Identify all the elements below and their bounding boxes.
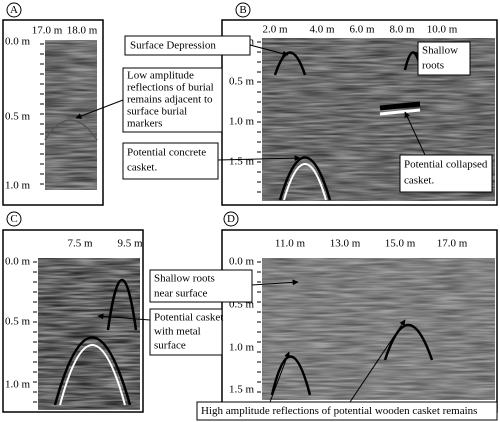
annotation-text: near surface	[154, 288, 208, 300]
arrow	[349, 319, 406, 403]
x-tick-label: 13.0 m	[330, 238, 361, 250]
depth-label: 1.5 m	[229, 156, 255, 168]
annotation-text: surface burial	[127, 106, 187, 118]
x-tick-label: 2.0 m	[262, 24, 288, 36]
panel-badge	[223, 211, 239, 227]
annotation-text: Shallow	[422, 45, 458, 57]
reflection	[278, 156, 332, 201]
depth-label: 0.0 m	[229, 256, 255, 268]
annotation: Shallow roots	[417, 41, 471, 76]
annotation-text: reflections of burial	[127, 82, 214, 94]
depth-label: 1.0 m	[5, 180, 31, 192]
arrow	[217, 155, 301, 162]
annotation-box	[417, 41, 471, 76]
panel-label: D	[227, 213, 235, 225]
annotation: Shallow roots near surface	[149, 269, 253, 303]
arrow	[251, 279, 299, 286]
depth-label: 1.5 m	[229, 384, 255, 396]
annotation-box	[399, 154, 493, 193]
annotation: Surface Depression	[124, 35, 251, 56]
annotation-text: casket.	[127, 162, 157, 174]
depth-label: 1.0 m	[229, 116, 255, 128]
annotation: Potential concrete casket.	[122, 142, 219, 180]
arrow	[75, 99, 124, 119]
annotation-box	[196, 401, 498, 421]
x-tick-label: 6.0 m	[349, 24, 375, 36]
arrow	[97, 313, 151, 321]
annotation-box	[122, 142, 219, 180]
annotation-text: surface	[154, 340, 186, 352]
annotation-box	[122, 67, 223, 133]
reflection	[59, 344, 126, 406]
x-tick-label: 15.0 m	[385, 238, 416, 250]
annotation-text: remains adjacent to	[127, 94, 213, 106]
panel-c: C 7.5 m 9.5 m 0.0 m 0.5 m 1.0 m	[2, 211, 144, 413]
annotation-box	[149, 269, 253, 303]
panel-badge	[6, 211, 22, 227]
arrows	[75, 44, 426, 403]
annotation: Low amplitude reflections of burial rema…	[122, 67, 223, 133]
depth-label: 0.5 m	[5, 316, 31, 328]
reflection	[379, 101, 421, 111]
annotation-box	[124, 35, 251, 56]
annotation-text: Surface Depression	[130, 40, 216, 52]
x-tick-label: 18.0 m	[67, 25, 98, 37]
panel-label: B	[239, 4, 246, 16]
annotation-text: Potential casket	[154, 312, 223, 324]
depth-label: 0.5 m	[5, 111, 31, 123]
x-tick-label: 17.0 m	[32, 25, 63, 37]
x-tick-label: 11.0 m	[275, 238, 306, 250]
annotation-text: markers	[127, 118, 162, 130]
panel-badge	[6, 2, 22, 18]
radargram-texture	[262, 258, 495, 400]
arrow	[413, 51, 421, 58]
panel-frame	[2, 19, 104, 206]
x-tick-label: 7.5 m	[67, 238, 93, 250]
annotation: Potential casket with metal surface	[149, 308, 223, 356]
annotation-box	[149, 308, 223, 356]
x-tick-label: 9.5 m	[117, 238, 143, 250]
depth-label: 0.0 m	[5, 36, 31, 48]
arrow	[404, 111, 426, 156]
x-tick-label: 8.0 m	[389, 24, 415, 36]
annotation-text: casket.	[404, 175, 434, 187]
panel-frame	[2, 229, 144, 413]
reflection	[283, 163, 327, 201]
panel-badge	[235, 2, 251, 18]
annotation-text: Potential collapsed	[404, 159, 488, 171]
annotation: Potential collapsed casket.	[399, 154, 493, 193]
annotation-text: Low amplitude	[127, 70, 194, 82]
x-tick-label: 4.0 m	[309, 24, 335, 36]
radargram-texture	[45, 40, 97, 190]
annotation-text: Potential concrete	[127, 147, 206, 159]
reflection	[44, 119, 98, 141]
reflection	[270, 355, 312, 396]
x-tick-label: 10.0 m	[427, 24, 458, 36]
annotation-text: with metal	[154, 326, 201, 338]
depth-label: 0.5 m	[229, 76, 255, 88]
annotation-text: roots	[422, 60, 444, 72]
arrow	[249, 44, 289, 57]
reflection	[379, 108, 421, 116]
depth-label: 1.0 m	[5, 379, 31, 391]
reflection	[273, 51, 307, 76]
panel-a: A 17.0 m 18.0 m 0.0 m 0.5 m 1.0 m	[2, 2, 104, 206]
annotation-text: Shallow roots	[154, 273, 215, 285]
panel-d: D 11.0 m 13.0 m 15.0 m 17.0 m 0.0 m 0.5 …	[221, 211, 498, 413]
reflection	[106, 278, 138, 331]
panel-label: A	[10, 4, 18, 16]
depth-label: 1.0 m	[229, 342, 255, 354]
reflection	[53, 336, 132, 406]
panel-label: C	[10, 213, 17, 225]
arrow	[269, 351, 290, 403]
depth-label: 0.0 m	[5, 256, 31, 268]
x-tick-label: 17.0 m	[437, 238, 468, 250]
annotation-text: High amplitude reflections of potential …	[201, 405, 477, 417]
annotation: High amplitude reflections of potential …	[196, 401, 498, 421]
reflection	[383, 324, 434, 361]
